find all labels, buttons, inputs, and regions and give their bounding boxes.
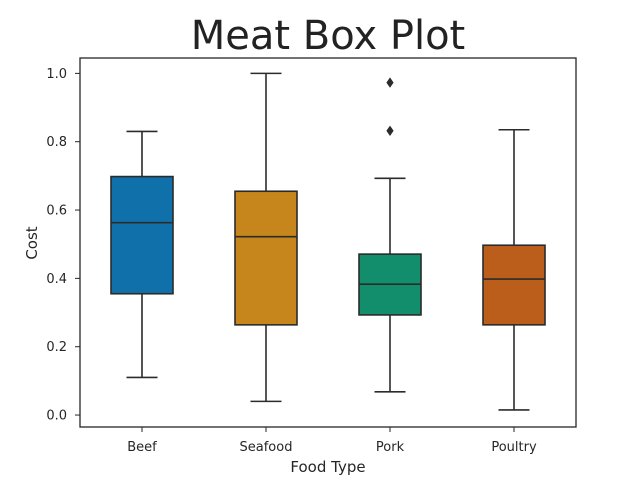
box-beef (110, 175, 174, 295)
x-axis-label: Food Type (290, 458, 365, 476)
x-tick-label-seafood: Seafood (240, 440, 293, 455)
box-group-poultry (482, 128, 546, 411)
outlier-point (386, 125, 394, 136)
box-group-pork (358, 77, 422, 393)
x-tick-label-beef: Beef (127, 440, 157, 455)
box-group-beef (110, 130, 174, 379)
y-axis-label: Cost (23, 226, 41, 259)
y-tick-label: 1.0 (46, 67, 67, 82)
y-tick-label: 0.8 (46, 135, 67, 150)
y-tick-label: 0.0 (46, 409, 67, 424)
x-axis-ticks: Beef Seafood Pork Poultry (127, 427, 537, 455)
boxes-layer (110, 72, 546, 411)
box-poultry (482, 244, 546, 326)
x-tick-label-pork: Pork (376, 440, 405, 455)
y-tick-label: 0.6 (46, 204, 67, 219)
y-tick-label: 0.4 (46, 272, 67, 287)
x-tick-label-poultry: Poultry (491, 440, 537, 455)
plot-frame (79, 57, 577, 428)
outlier-point (386, 77, 394, 88)
box-seafood (234, 190, 298, 326)
y-tick-label: 0.2 (46, 340, 67, 355)
box-group-seafood (234, 72, 298, 403)
chart-title: Meat Box Plot (191, 13, 466, 59)
y-axis-ticks: 0.0 0.2 0.4 0.6 0.8 1.0 (46, 67, 80, 424)
